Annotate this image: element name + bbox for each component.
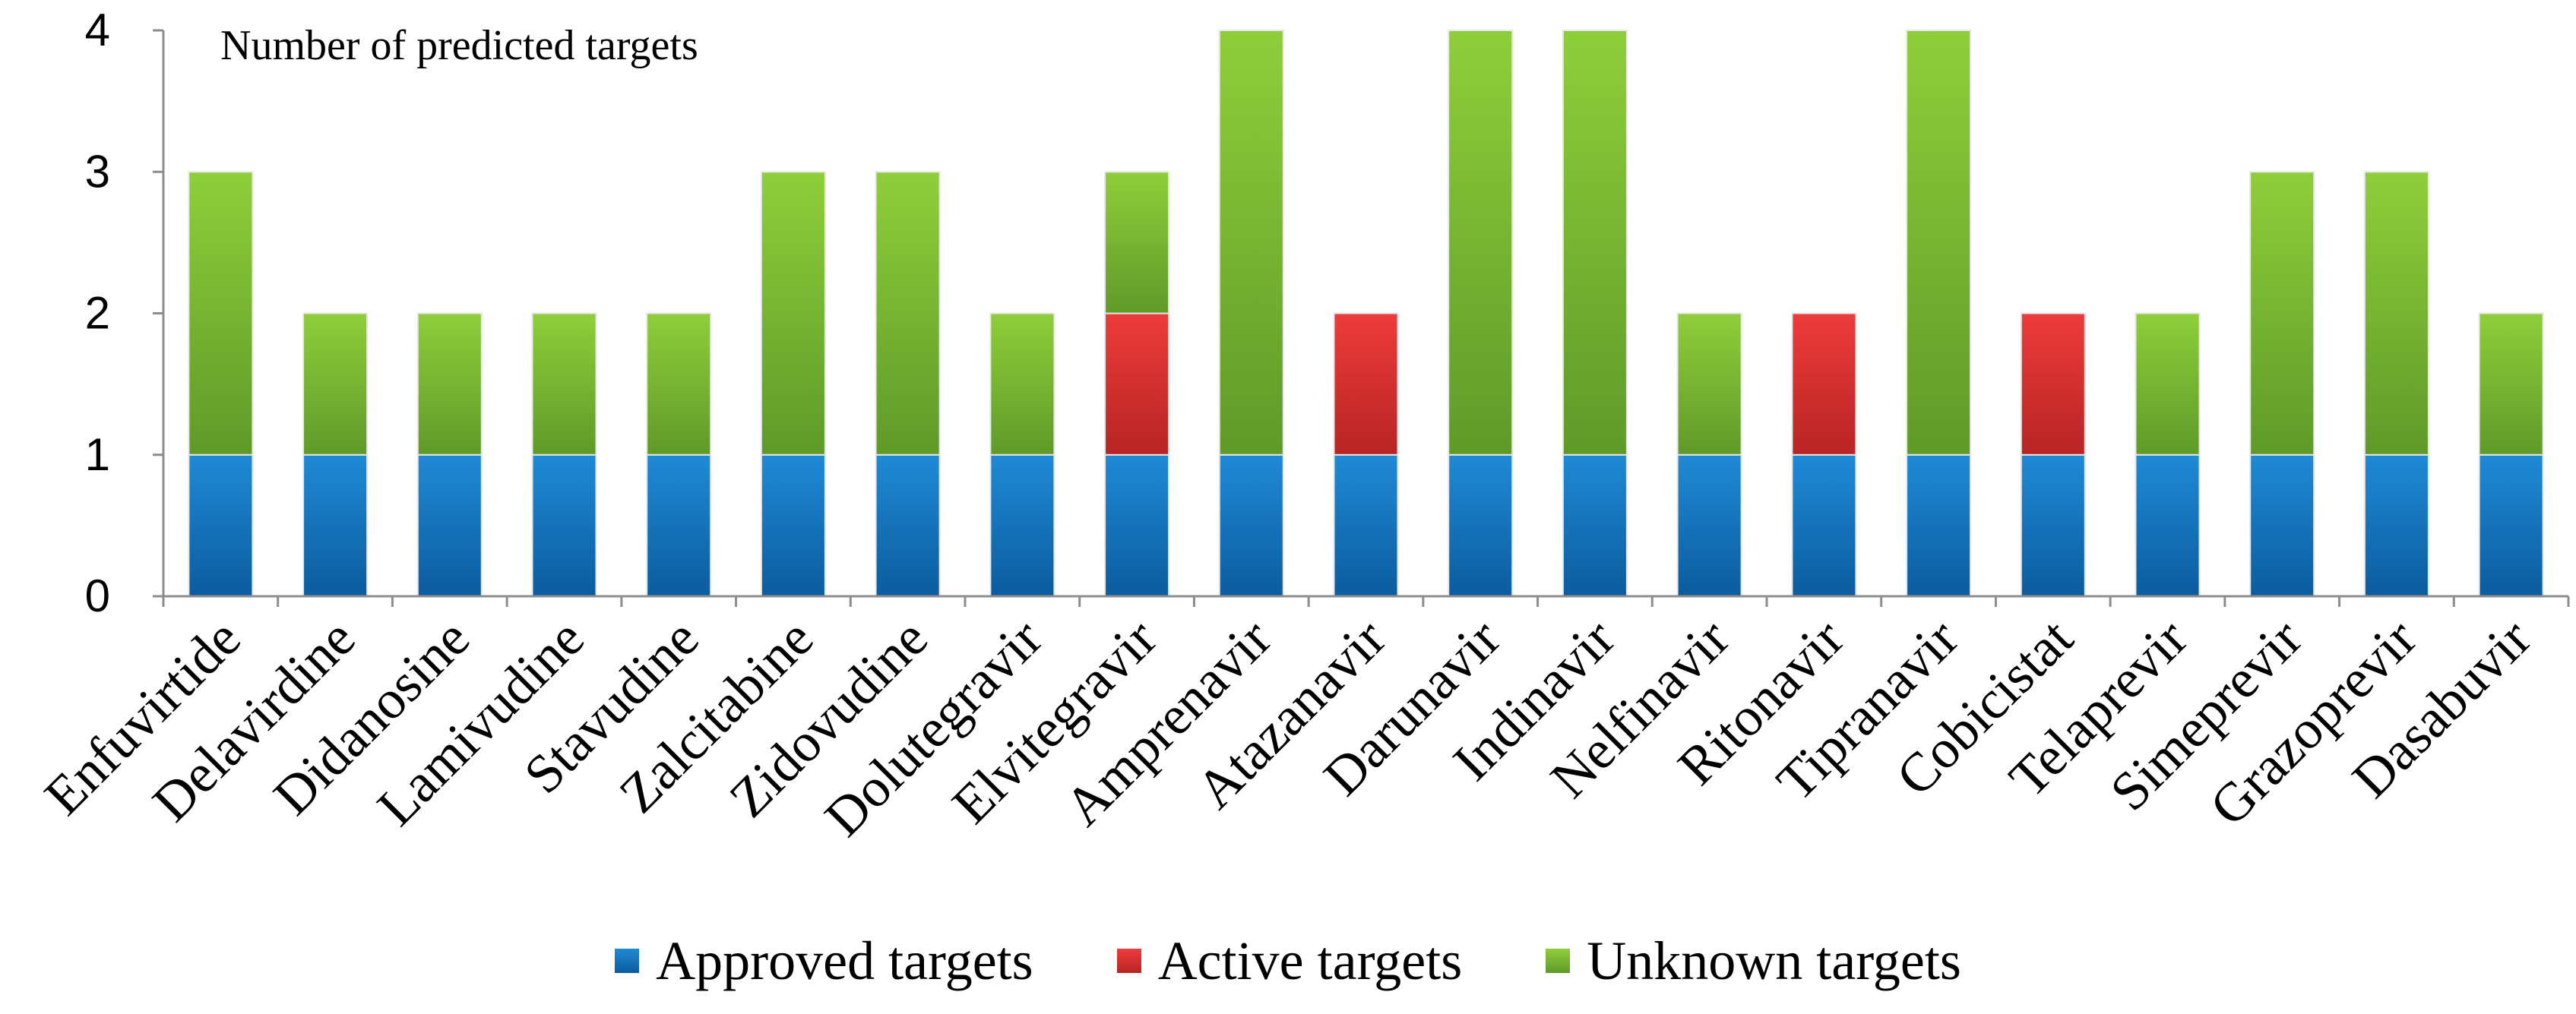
bar-simeprevir-unknown-targets — [2249, 171, 2315, 456]
bar-amprenavir-approved-targets — [1218, 453, 1284, 598]
bar-dasabuvir-unknown-targets — [2478, 312, 2544, 456]
bar-dolutegravir-unknown-targets — [989, 312, 1055, 456]
y-axis-ticks: 0 1 2 3 4 — [85, 5, 163, 621]
legend-item-unknown: Unknown targets — [1546, 930, 1961, 993]
bar-darunavir-unknown-targets — [1448, 30, 1514, 456]
bar-elvitegravir-approved-targets — [1104, 453, 1170, 598]
legend-swatch-active — [1116, 949, 1141, 973]
bar-grazoprevir-unknown-targets — [2363, 171, 2429, 456]
y-tick-label: 1 — [85, 429, 110, 480]
bar-tipranavir-approved-targets — [1906, 453, 1972, 598]
bar-enfuvirtide-approved-targets — [188, 453, 254, 598]
y-tick-label: 4 — [85, 5, 110, 55]
bar-grazoprevir-approved-targets — [2363, 453, 2429, 598]
legend-label-approved: Approved targets — [656, 930, 1033, 991]
bar-darunavir-approved-targets — [1448, 453, 1514, 598]
bar-didanosine-approved-targets — [416, 453, 483, 598]
y-tick-label: 0 — [85, 570, 110, 621]
bar-telaprevir-unknown-targets — [2135, 312, 2201, 456]
legend-label-unknown: Unknown targets — [1587, 930, 1961, 991]
bar-atazanavir-active-targets — [1333, 312, 1399, 456]
x-axis-ticks: EnfuvirtideDelavirdineDidanosineLamivudi… — [33, 596, 2570, 848]
bar-tipranavir-unknown-targets — [1906, 30, 1972, 456]
bar-stavudine-approved-targets — [646, 453, 712, 598]
bar-zalcitabine-approved-targets — [760, 453, 826, 598]
legend-item-active: Active targets — [1116, 930, 1463, 993]
legend-item-approved: Approved targets — [615, 930, 1033, 993]
bar-elvitegravir-unknown-targets — [1104, 171, 1170, 314]
bar-cobicistat-active-targets — [2020, 312, 2086, 456]
bars-layer — [188, 30, 2544, 598]
y-tick-label: 2 — [85, 288, 110, 339]
legend-label-active: Active targets — [1157, 930, 1463, 991]
bar-lamivudine-approved-targets — [531, 453, 597, 598]
bar-stavudine-unknown-targets — [646, 312, 712, 456]
bar-didanosine-unknown-targets — [416, 312, 483, 456]
bar-ritonavir-active-targets — [1791, 312, 1857, 456]
bar-indinavir-unknown-targets — [1562, 30, 1628, 456]
bar-zidovudine-unknown-targets — [875, 171, 941, 456]
legend-swatch-approved — [615, 949, 640, 973]
bar-delavirdine-approved-targets — [302, 453, 369, 598]
y-tick-label: 3 — [85, 146, 110, 197]
bar-telaprevir-approved-targets — [2135, 453, 2201, 598]
bar-indinavir-approved-targets — [1562, 453, 1628, 598]
bar-dolutegravir-approved-targets — [989, 453, 1055, 598]
bar-zidovudine-approved-targets — [875, 453, 941, 598]
bar-nelfinavir-approved-targets — [1676, 453, 1742, 598]
bar-atazanavir-approved-targets — [1333, 453, 1399, 598]
bar-simeprevir-approved-targets — [2249, 453, 2315, 598]
bar-lamivudine-unknown-targets — [531, 312, 597, 456]
bar-zalcitabine-unknown-targets — [760, 171, 826, 456]
bar-enfuvirtide-unknown-targets — [188, 171, 254, 456]
bar-dasabuvir-approved-targets — [2478, 453, 2544, 598]
legend: Approved targets Active targets Unknown … — [0, 927, 2576, 995]
bar-delavirdine-unknown-targets — [302, 312, 369, 456]
bar-cobicistat-approved-targets — [2020, 453, 2086, 598]
bar-elvitegravir-active-targets — [1104, 312, 1170, 456]
bar-ritonavir-approved-targets — [1791, 453, 1857, 598]
bar-amprenavir-unknown-targets — [1218, 30, 1284, 456]
bar-nelfinavir-unknown-targets — [1676, 312, 1742, 456]
legend-swatch-unknown — [1546, 949, 1571, 973]
chart-title: Number of predicted targets — [220, 22, 698, 69]
